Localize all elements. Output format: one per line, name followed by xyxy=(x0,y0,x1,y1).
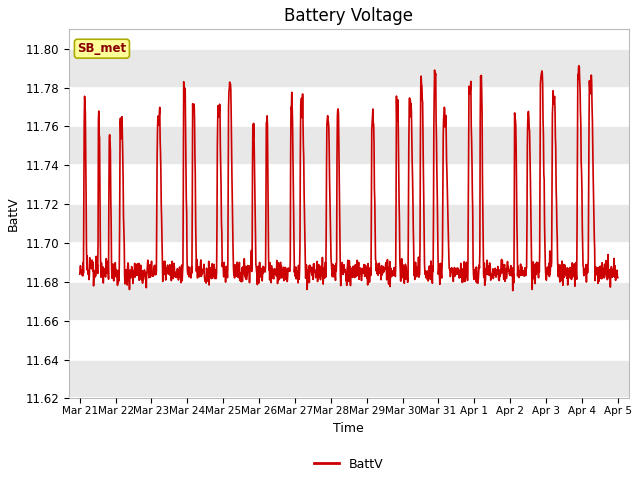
Bar xyxy=(69,48,628,87)
Bar xyxy=(69,126,628,165)
Bar xyxy=(69,204,628,243)
Bar xyxy=(69,360,628,398)
Legend: BattV: BattV xyxy=(309,453,388,476)
Y-axis label: BattV: BattV xyxy=(7,196,20,231)
X-axis label: Time: Time xyxy=(333,421,364,434)
Title: Battery Voltage: Battery Voltage xyxy=(284,7,413,25)
Text: SB_met: SB_met xyxy=(77,42,127,55)
Bar xyxy=(69,282,628,321)
